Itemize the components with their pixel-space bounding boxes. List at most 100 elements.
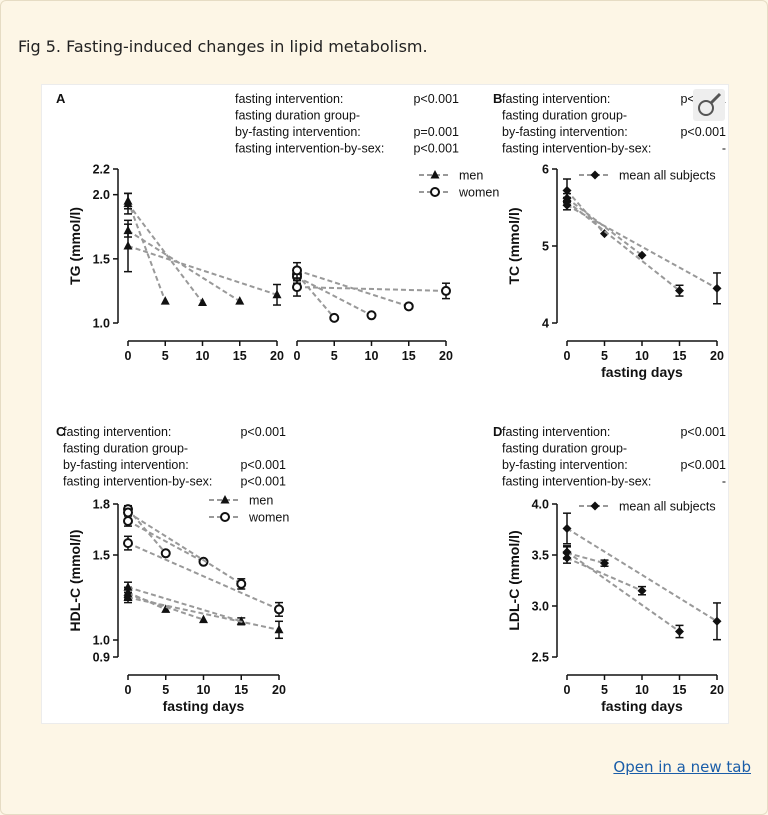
data-point-b <box>675 286 684 296</box>
stat-label-b: by-fasting intervention: <box>502 125 628 139</box>
panel-letter-b: B <box>493 91 502 106</box>
stat-label-c: fasting duration group- <box>63 442 188 456</box>
data-point-a <box>292 282 302 293</box>
stat-value-a: p<0.001 <box>413 92 459 106</box>
y-tick-label-c: 1.8 <box>93 498 110 512</box>
stat-label-b: fasting intervention-by-sex: <box>502 142 651 156</box>
series-line-a <box>127 203 204 304</box>
data-point-c <box>198 556 209 567</box>
x-tick-label-c: 15 <box>234 683 248 697</box>
series-line-c <box>127 508 167 554</box>
stat-value-a: p=0.001 <box>413 125 459 139</box>
y-tick-label-a: 1.5 <box>93 252 110 266</box>
series-line-d <box>566 551 681 633</box>
stat-label-a: fasting intervention-by-sex: <box>235 142 384 156</box>
series-line-c <box>127 520 204 563</box>
data-point-c <box>123 538 133 549</box>
legend-marker-a <box>430 187 440 197</box>
data-point-c <box>123 582 133 591</box>
legend-marker-c <box>220 512 230 522</box>
y-tick-label-a: 1.0 <box>93 317 110 331</box>
series-line-a <box>296 269 410 308</box>
data-point-c <box>160 548 171 559</box>
stat-label-d: by-fasting intervention: <box>502 458 628 472</box>
x-tick-label-b: 5 <box>601 349 608 363</box>
data-point-a <box>366 310 377 321</box>
data-point-d <box>562 523 572 533</box>
series-line-a <box>127 229 241 303</box>
data-point-b <box>712 283 722 293</box>
data-point-a <box>198 297 207 306</box>
y-tick-label-d: 2.5 <box>532 651 549 665</box>
data-point-c <box>161 604 171 613</box>
series-line-d <box>566 551 605 565</box>
stat-value-c: p<0.001 <box>240 458 286 472</box>
series-line-a <box>296 286 447 292</box>
legend-marker-a <box>430 170 440 179</box>
series-line-c <box>127 586 242 623</box>
legend-marker-b <box>590 170 600 180</box>
x-tick-label-d: 5 <box>601 683 608 697</box>
data-point-c <box>199 614 208 624</box>
stat-label-b: fasting duration group- <box>502 109 627 123</box>
data-point-c <box>236 616 246 625</box>
data-point-a <box>403 301 414 312</box>
x-tick-label-a: 0 <box>294 349 301 363</box>
y-tick-label-c: 1.5 <box>93 549 110 563</box>
y-axis-label-b: TC (mmol/l) <box>506 208 522 285</box>
data-point-d <box>675 627 684 636</box>
series-line-c <box>127 596 280 631</box>
data-point-b <box>562 200 572 210</box>
x-tick-label-a: 0 <box>125 349 132 363</box>
data-point-c <box>274 624 284 634</box>
legend-label-a: women <box>458 186 499 200</box>
x-tick-label-c: 0 <box>125 683 132 697</box>
data-point-a <box>160 296 170 305</box>
y-tick-label-d: 4.0 <box>532 498 549 512</box>
x-tick-label-a: 10 <box>196 349 210 363</box>
stat-label-a: fasting duration group- <box>235 109 360 123</box>
series-line-a <box>296 273 336 319</box>
panel-letter-a: A <box>56 91 66 106</box>
stat-value-d: - <box>722 475 726 489</box>
stat-value-d: p<0.001 <box>680 425 726 439</box>
data-point-c <box>274 604 284 615</box>
y-tick-label-b: 4 <box>542 317 549 331</box>
stat-label-d: fasting intervention-by-sex: <box>502 475 651 489</box>
legend-label-c: women <box>248 511 289 525</box>
x-tick-label-d: 10 <box>635 683 649 697</box>
stat-label-a: fasting intervention: <box>235 92 343 106</box>
y-tick-label-a: 2.0 <box>93 188 110 202</box>
x-tick-label-c: 5 <box>162 683 169 697</box>
series-line-b <box>566 189 606 235</box>
x-tick-label-d: 15 <box>673 683 687 697</box>
data-point-c <box>236 578 247 589</box>
series-line-a <box>127 200 167 302</box>
data-point-a <box>441 285 451 296</box>
x-tick-label-b: 20 <box>710 349 724 363</box>
y-axis-label-d: LDL-C (mmol/l) <box>506 530 522 630</box>
y-axis-label-a: TG (mmol/l) <box>67 207 83 285</box>
x-tick-label-a: 10 <box>365 349 379 363</box>
zoom-button[interactable] <box>693 89 725 121</box>
series-line-a <box>296 275 372 317</box>
y-axis-label-c: HDL-C (mmol/l) <box>67 530 83 632</box>
data-point-d <box>600 558 609 568</box>
open-in-new-tab-link[interactable]: Open in a new tab <box>613 758 751 776</box>
x-tick-label-a: 15 <box>233 349 247 363</box>
x-tick-label-d: 20 <box>710 683 724 697</box>
x-tick-label-a: 20 <box>270 349 284 363</box>
x-tick-label-c: 20 <box>272 683 286 697</box>
data-point-c <box>123 592 133 601</box>
x-tick-label-c: 10 <box>197 683 211 697</box>
y-tick-label-d: 3.0 <box>532 600 549 614</box>
series-line-b <box>566 204 718 290</box>
y-tick-label-a: 2.2 <box>93 163 110 177</box>
x-tick-label-b: 0 <box>564 349 571 363</box>
data-point-b <box>600 229 609 239</box>
